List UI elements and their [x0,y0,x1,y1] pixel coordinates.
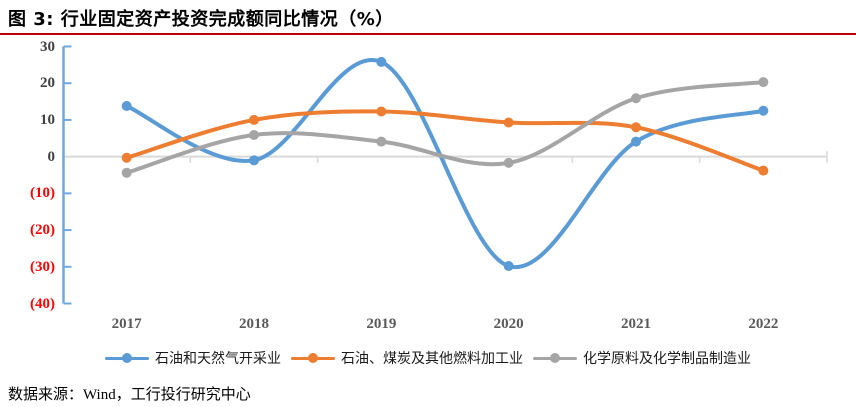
legend-dot [550,353,560,363]
series-point-marker-2 [376,136,387,147]
series-point-marker-0 [121,100,132,111]
series-point-marker-0 [631,136,641,147]
x-tick-label: 2018 [239,316,269,332]
x-tick-label: 2019 [366,316,397,332]
legend-item-petroleum-coal-fuel-processing: 石油、煤炭及其他燃料加工业 [291,348,523,368]
x-tick-label: 2022 [748,316,779,332]
series-point-marker-2 [503,157,514,168]
series-point-marker-1 [503,117,514,128]
series-point-marker-2 [631,93,641,104]
series-point-marker-0 [503,261,514,272]
series-line-2 [124,80,766,175]
y-tick-label: 10 [40,111,55,128]
data-source-note: 数据来源：Wind，工行投行研究中心 [8,387,251,403]
series-point-marker-1 [376,106,387,117]
series-point-marker-1 [249,114,259,125]
legend-dot [122,353,132,363]
series-point-marker-0 [758,105,769,116]
y-tick-label: 30 [40,38,55,55]
chart-title: 图 3: 行业固定资产投资完成额同比情况（%） [8,9,394,30]
x-tick-label: 2017 [111,316,142,332]
legend-line-dot-marker [291,353,335,364]
series-point-marker-1 [631,122,641,133]
legend-label: 石油和天然气开采业 [155,350,281,366]
x-tick-label: 2020 [493,316,524,332]
legend-item-chemical-materials-manufacturing: 化学原料及化学制品制造业 [533,348,751,368]
chart-legend: 石油和天然气开采业 石油、煤炭及其他燃料加工业 化学原料及化学制品制造业 [0,348,856,368]
series-line-1 [124,109,766,173]
legend-line-dot-marker [105,353,149,364]
y-tick-label: 0 [47,148,56,165]
y-tick-label: (30) [30,258,55,275]
y-tick-label: (20) [30,222,55,239]
legend-label: 石油、煤炭及其他燃料加工业 [341,350,523,366]
series-point-marker-2 [758,77,769,88]
legend-dot [308,353,318,363]
series-point-marker-0 [376,56,387,67]
legend-label: 化学原料及化学制品制造业 [583,350,751,366]
y-tick-label: 20 [40,75,55,92]
y-tick-label: (40) [30,295,55,312]
y-tick-label: (10) [30,185,55,202]
legend-line-dot-marker [533,353,577,364]
series-point-marker-2 [249,129,259,140]
series-point-marker-1 [758,165,769,176]
series-point-marker-1 [121,152,132,163]
series-point-marker-2 [121,167,132,178]
x-tick-label: 2021 [621,316,651,332]
legend-item-oil-gas-extraction: 石油和天然气开采业 [105,348,281,368]
series-point-marker-0 [249,155,259,166]
title-separator-rule [0,33,856,35]
